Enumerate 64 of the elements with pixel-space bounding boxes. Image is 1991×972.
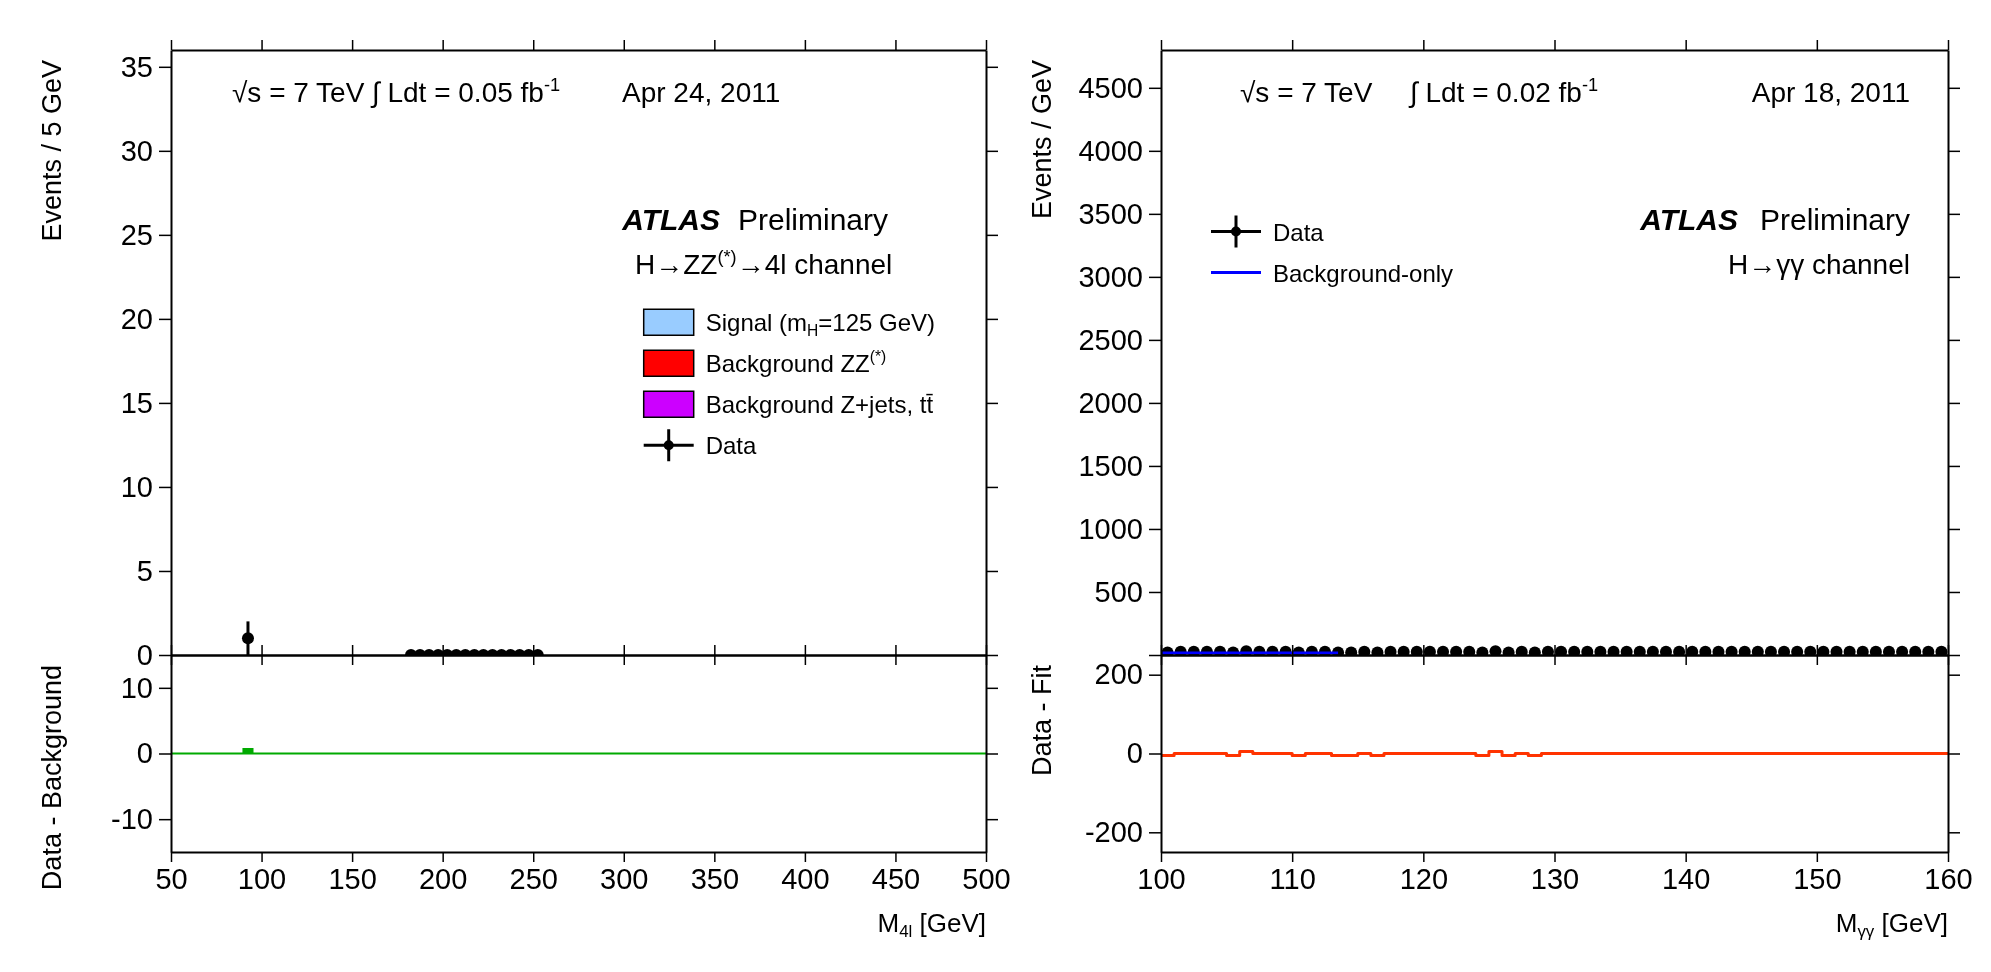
- legend-label: Background ZZ$^{(*)}$: [705, 348, 887, 378]
- y-tick-label: 0: [1126, 737, 1143, 770]
- annotation: ∫ Ldt = 0.02 fb$^{-1}$: [1408, 75, 1599, 108]
- annotation: H→ZZ$^{(*)}$→4l channel: [635, 247, 893, 280]
- y-tick-label: 10: [120, 671, 153, 704]
- y-tick-label: 2500: [1078, 323, 1143, 356]
- annotation: ATLAS: [621, 203, 720, 236]
- x-tick-label: 300: [600, 862, 649, 895]
- annotation: √s = 7 TeV: [232, 77, 365, 108]
- x-tick-label: 200: [418, 862, 468, 895]
- x-tick-label: 140: [1661, 862, 1711, 895]
- annotation: √s = 7 TeV: [1240, 77, 1373, 108]
- y-tick-label: 25: [120, 218, 153, 251]
- legend-label: Data: [1273, 218, 1325, 246]
- annotation: H→γγ channel: [1727, 249, 1910, 280]
- x-tick-label: 160: [1924, 862, 1973, 895]
- y-tick-label: 0: [136, 638, 153, 671]
- y-tick-label: 1000: [1078, 512, 1143, 545]
- x-tick-label: 250: [509, 862, 558, 895]
- annotation: Preliminary: [1759, 203, 1910, 236]
- y-tick-label: 4500: [1078, 71, 1143, 104]
- x-tick-label: 100: [237, 862, 287, 895]
- y-tick-label: 5: [136, 554, 153, 587]
- y-tick-label: 200: [1094, 658, 1143, 691]
- y-tick-label: 10: [120, 470, 153, 503]
- annotation: ATLAS: [1639, 203, 1738, 236]
- x-tick-label: 400: [781, 862, 830, 895]
- legend-label: Background-only: [1273, 259, 1454, 287]
- y-tick-label: 1500: [1078, 449, 1143, 482]
- y-tick-label: 4000: [1078, 134, 1143, 167]
- legend-label: Signal (m$_{H}$=125 GeV): [705, 309, 936, 340]
- y-tick-label: 3000: [1078, 260, 1143, 293]
- x-tick-label: 120: [1399, 862, 1449, 895]
- y-tick-label: -10: [111, 802, 153, 835]
- annotation: Preliminary: [738, 203, 889, 236]
- y-tick-label: 15: [120, 386, 153, 419]
- x-tick-label: 500: [962, 862, 1011, 895]
- y-tick-label: 35: [120, 50, 153, 83]
- x-axis-title: M$_{4l}$ [GeV]: [877, 908, 986, 942]
- x-tick-label: 110: [1269, 862, 1316, 895]
- x-tick-label: 100: [1137, 862, 1186, 895]
- y-tick-label: 2000: [1078, 386, 1143, 419]
- x-tick-label: 450: [871, 862, 921, 895]
- y-tick-label: 500: [1094, 575, 1143, 608]
- annotation: Apr 24, 2011: [622, 77, 781, 108]
- annotation: ∫ Ldt = 0.05 fb$^{-1}$: [370, 75, 561, 108]
- y-axis-title: Data - Fit: [1027, 664, 1057, 777]
- legend-label: Data: [705, 432, 758, 460]
- x-tick-label: 150: [1793, 862, 1842, 895]
- y-axis-title: Events / GeV: [1027, 60, 1057, 220]
- y-tick-label: -200: [1084, 816, 1143, 849]
- y-tick-label: 30: [120, 134, 153, 167]
- legend-label: Background Z+jets, tt̄: [705, 391, 934, 419]
- x-axis-title: M$_{γγ}$ [GeV]: [1835, 908, 1948, 942]
- x-tick-label: 50: [155, 862, 188, 895]
- x-tick-label: 130: [1530, 862, 1580, 895]
- y-axis-title: Events / 5 GeV: [37, 60, 67, 242]
- y-tick-label: 0: [136, 737, 153, 770]
- y-tick-label: 20: [120, 302, 153, 335]
- x-tick-label: 150: [328, 862, 377, 895]
- x-tick-label: 350: [690, 862, 740, 895]
- annotation: Apr 18, 2011: [1751, 77, 1910, 108]
- y-axis-title: Data - Background: [37, 665, 67, 891]
- y-tick-label: 3500: [1078, 197, 1143, 230]
